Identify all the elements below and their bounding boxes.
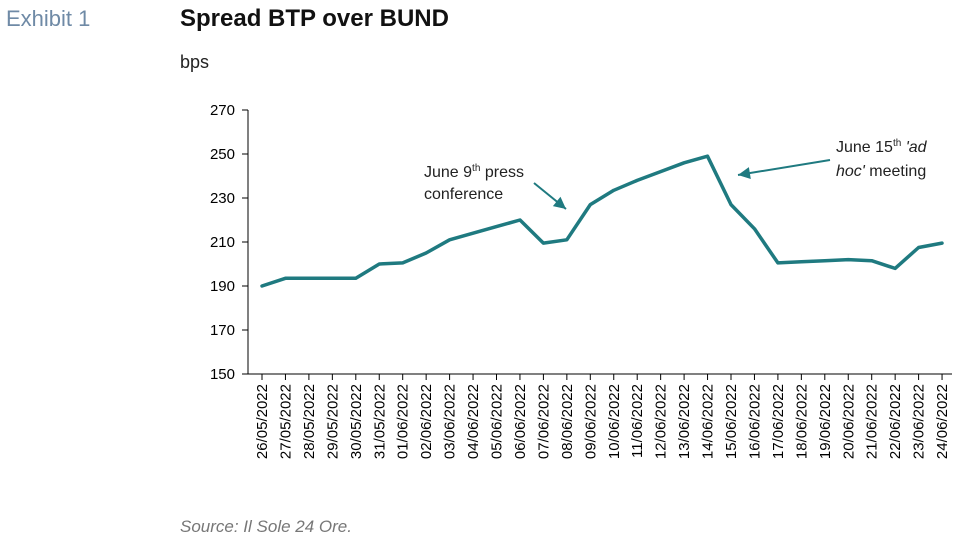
y-tick-label: 190 <box>210 278 235 295</box>
x-tick-label: 30/05/2022 <box>348 384 365 459</box>
x-tick-label: 26/05/2022 <box>254 384 271 459</box>
annotation-june-15: June 15th 'ad hoc' meeting <box>737 138 928 180</box>
x-tick-label: 09/06/2022 <box>582 384 599 459</box>
annotation-june-15-arrow <box>737 159 831 176</box>
x-tick-label: 04/06/2022 <box>465 384 482 459</box>
annotation-june-15-line2: hoc' meeting <box>836 163 926 180</box>
y-tick-label: 150 <box>210 366 235 383</box>
y-tick-label: 250 <box>210 146 235 163</box>
x-tick-label: 18/06/2022 <box>793 384 810 459</box>
y-tick-label: 210 <box>210 234 235 251</box>
x-tick-label: 10/06/2022 <box>606 384 623 459</box>
x-tick-label: 19/06/2022 <box>817 384 834 459</box>
annotation-june-9: June 9th press conference <box>424 163 567 210</box>
x-tick-label: 14/06/2022 <box>700 384 717 459</box>
x-tick-label: 07/06/2022 <box>535 384 552 459</box>
series-line-spread <box>260 154 944 288</box>
x-tick-label: 21/06/2022 <box>864 384 881 459</box>
x-tick-label: 28/05/2022 <box>301 384 318 459</box>
x-tick-label: 12/06/2022 <box>653 384 670 459</box>
x-tick-label: 08/06/2022 <box>559 384 576 459</box>
y-tick-label: 170 <box>210 322 235 339</box>
source-note: Source: Il Sole 24 Ore. <box>180 517 352 536</box>
x-tick-label: 20/06/2022 <box>840 384 857 459</box>
exhibit-label: Exhibit 1 <box>6 6 91 31</box>
y-axis-label: bps <box>180 52 209 72</box>
x-tick-label: 27/05/2022 <box>277 384 294 459</box>
x-tick-label: 13/06/2022 <box>676 384 693 459</box>
annotation-june-9-line1: June 9th press <box>424 163 524 181</box>
x-tick-label: 23/06/2022 <box>911 384 928 459</box>
annotation-june-15-line1: June 15th 'ad <box>836 138 928 156</box>
x-tick-label: 16/06/2022 <box>746 384 763 459</box>
y-tick-label: 230 <box>210 190 235 207</box>
x-tick-label: 31/05/2022 <box>371 384 388 459</box>
annotation-june-9-arrowhead <box>552 196 566 209</box>
x-tick-label: 02/06/2022 <box>418 384 435 459</box>
x-tick-label: 11/06/2022 <box>629 384 646 458</box>
x-tick-label: 29/05/2022 <box>324 384 341 459</box>
x-tick-label: 22/06/2022 <box>887 384 904 459</box>
annotation-june-9-line2: conference <box>424 186 503 203</box>
y-tick-label: 270 <box>210 102 235 119</box>
chart-title: Spread BTP over BUND <box>180 5 449 32</box>
x-tick-label: 15/06/2022 <box>723 384 740 459</box>
annotation-june-15-arrowhead <box>738 167 751 179</box>
x-tick-label: 03/06/2022 <box>442 384 459 459</box>
x-tick-label: 06/06/2022 <box>512 384 529 459</box>
x-tick-label: 05/06/2022 <box>489 384 506 459</box>
x-tick-label: 01/06/2022 <box>395 384 412 459</box>
x-tick-label: 17/06/2022 <box>770 384 787 459</box>
y-axis-ticks: 150 170 190 210 230 250 270 <box>210 102 248 383</box>
x-tick-label: 24/06/2022 <box>934 384 951 459</box>
x-axis-ticks: 26/05/2022 27/05/2022 28/05/2022 29/05/2022… <box>254 374 951 459</box>
